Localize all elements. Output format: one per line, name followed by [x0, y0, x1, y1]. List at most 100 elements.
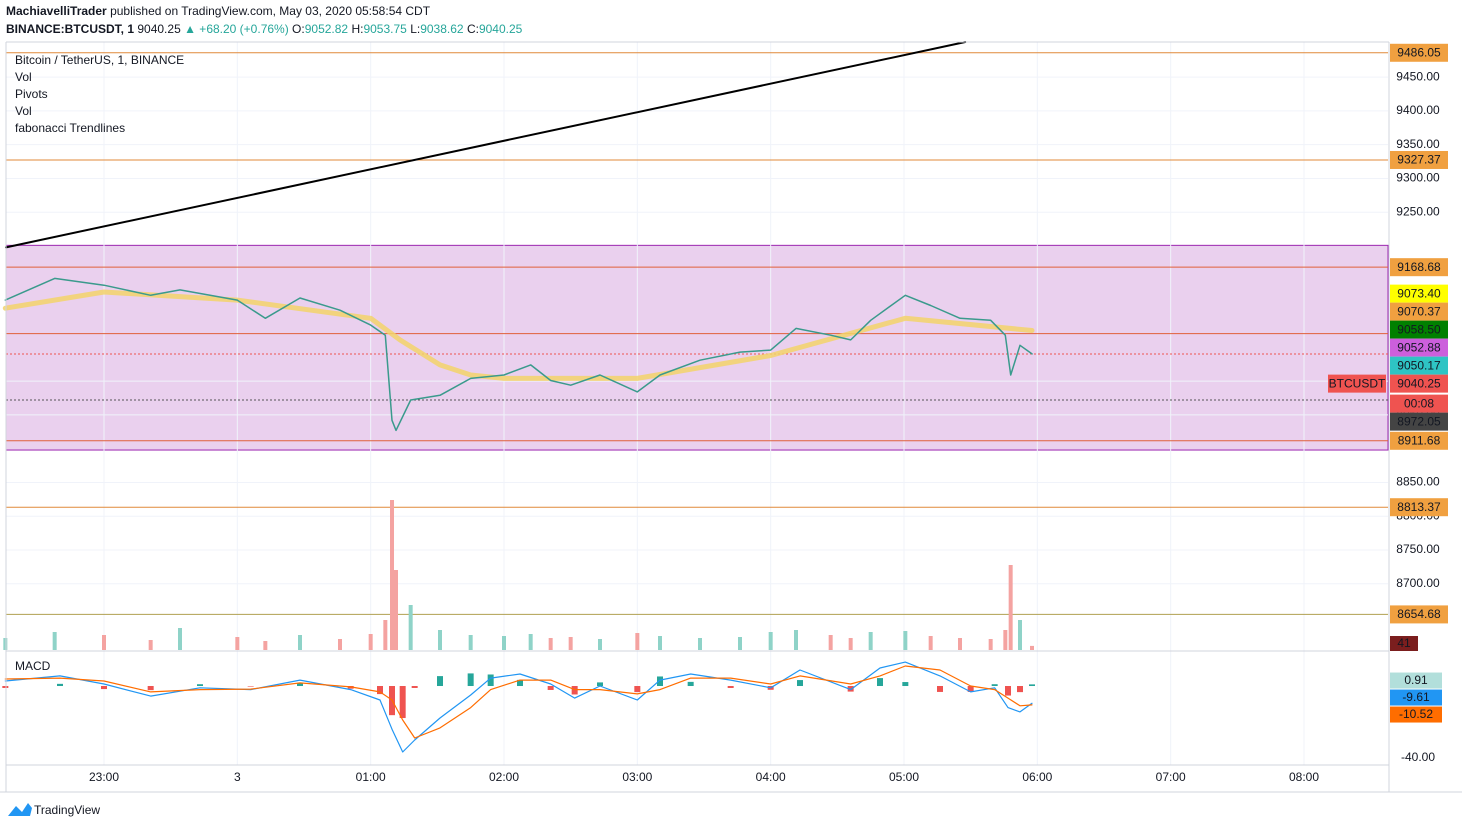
macd-title: MACD — [15, 659, 51, 673]
macd-histogram-bar — [517, 679, 523, 687]
x-tick-label: 01:00 — [356, 770, 386, 784]
legend-item: Vol — [15, 70, 32, 84]
volume-bar — [635, 633, 640, 650]
price-tag-label: 9168.68 — [1397, 260, 1441, 274]
volume-bar — [958, 638, 962, 650]
macd-histogram-bar — [657, 676, 663, 687]
volume-bar — [1003, 630, 1008, 650]
volume-bar — [148, 640, 153, 650]
volume-bar — [298, 635, 302, 650]
open: 9052.82 — [305, 22, 349, 36]
price-tag-label: 9040.25 — [1397, 376, 1441, 390]
y-tick-label: 9400.00 — [1396, 103, 1440, 117]
symbol-tag-label: BTCUSDT — [1329, 376, 1386, 390]
change: ▲ +68.20 (+0.76%) — [184, 22, 289, 36]
macd-histogram-bar — [571, 686, 578, 695]
publish-line: MachiavelliTrader published on TradingVi… — [6, 4, 431, 18]
macd-histogram-bar — [297, 683, 303, 687]
macd-histogram-bar — [57, 683, 63, 687]
price-tag — [1390, 43, 1448, 62]
author: MachiavelliTrader — [6, 4, 107, 18]
y-tick-label: 9300.00 — [1396, 171, 1440, 185]
price-tag-label: 8654.68 — [1397, 607, 1441, 621]
volume-bar — [988, 639, 993, 650]
y-tick-label: 9350.00 — [1396, 137, 1440, 151]
price-tag — [1390, 498, 1448, 517]
volume-tag-label: 41 — [1397, 636, 1411, 650]
legend-item: Vol — [15, 104, 32, 118]
macd-histogram-bar — [902, 682, 909, 687]
macd-histogram-bar — [991, 684, 998, 687]
countdown-tag — [1390, 394, 1448, 413]
macd-histogram-bar — [797, 680, 803, 687]
legend-item: fabonacci Trendlines — [15, 121, 125, 135]
price-tag — [1390, 258, 1448, 277]
x-tick-label: 06:00 — [1022, 770, 1052, 784]
macd-histogram-bar — [377, 686, 383, 695]
volume-bar — [768, 632, 773, 650]
brand: TradingView — [34, 803, 100, 817]
volume-tag — [1390, 636, 1418, 651]
price-tag-label: 9070.37 — [1397, 304, 1441, 318]
macd-histogram-bar — [101, 686, 107, 690]
high: 9053.75 — [363, 22, 407, 36]
macd-tag-label: 0.91 — [1404, 673, 1428, 687]
price-tag-label: 9058.50 — [1397, 322, 1441, 336]
price-tag-label: 9052.88 — [1397, 340, 1441, 354]
y-tick-label: 9250.00 — [1396, 204, 1440, 218]
macd-histogram-bar — [1017, 686, 1023, 693]
macd-histogram-bar — [399, 686, 406, 719]
signal-line — [4, 665, 1033, 739]
macd-tag — [1390, 706, 1442, 723]
volume-bar — [658, 636, 662, 650]
y-tick-label: 8850.00 — [1396, 475, 1440, 489]
low: 9038.62 — [420, 22, 464, 36]
macd-histogram-bar — [727, 686, 734, 688]
macd-histogram-bar — [487, 674, 494, 687]
price-tag — [1390, 374, 1448, 393]
legend-item: Pivots — [15, 87, 48, 101]
price-tag-label: 9050.17 — [1397, 358, 1441, 372]
volume-bar — [548, 638, 553, 650]
macd-histogram-bar — [1005, 686, 1011, 696]
price-tag-label: 9073.40 — [1397, 286, 1441, 300]
y-tick-label: 9450.00 — [1396, 69, 1440, 83]
x-tick-label: 03:00 — [622, 770, 652, 784]
price-tag-label: 9486.05 — [1397, 45, 1441, 59]
macd-histogram-bar — [147, 686, 154, 691]
low-label: L: — [410, 22, 420, 36]
price-line — [4, 277, 1033, 432]
volume-bar — [568, 637, 573, 650]
x-tick-label: 3 — [234, 770, 241, 784]
volume-bar — [438, 630, 442, 650]
macd-histogram-bar — [197, 684, 203, 687]
volume-bar — [1018, 620, 1022, 650]
price-tag-label: 8911.68 — [1398, 433, 1441, 447]
legend: Bitcoin / TetherUS, 1, BINANCE Vol Pivots V… — [15, 53, 184, 673]
macd-tag-label: -10.52 — [1399, 707, 1433, 721]
countdown: 00:08 — [1404, 396, 1434, 410]
x-tick-label: 02:00 — [489, 770, 519, 784]
open-label: O: — [292, 22, 305, 36]
volume-bar — [102, 635, 106, 650]
ema-line — [2, 289, 1035, 381]
y-tick-label: 8700.00 — [1396, 576, 1440, 590]
volume-bar — [394, 570, 398, 650]
close-label: C: — [467, 22, 479, 36]
x-tick-label: 05:00 — [889, 770, 919, 784]
volume-bar — [383, 620, 388, 650]
price-tag-label: 9327.37 — [1397, 153, 1441, 167]
macd-histogram-bar — [687, 681, 694, 687]
volume-bar — [868, 632, 873, 650]
volume-bar — [338, 639, 342, 650]
volume-bar — [3, 638, 8, 650]
volume-bar — [903, 631, 908, 650]
volume-bar — [52, 632, 57, 650]
macd-histogram-bar — [411, 686, 418, 688]
macd-histogram-bar — [877, 678, 883, 687]
x-tick-label: 23:00 — [89, 770, 119, 784]
price-tag — [1390, 338, 1448, 357]
macd-histogram-bar — [2, 686, 9, 688]
volume-bar — [848, 638, 853, 650]
